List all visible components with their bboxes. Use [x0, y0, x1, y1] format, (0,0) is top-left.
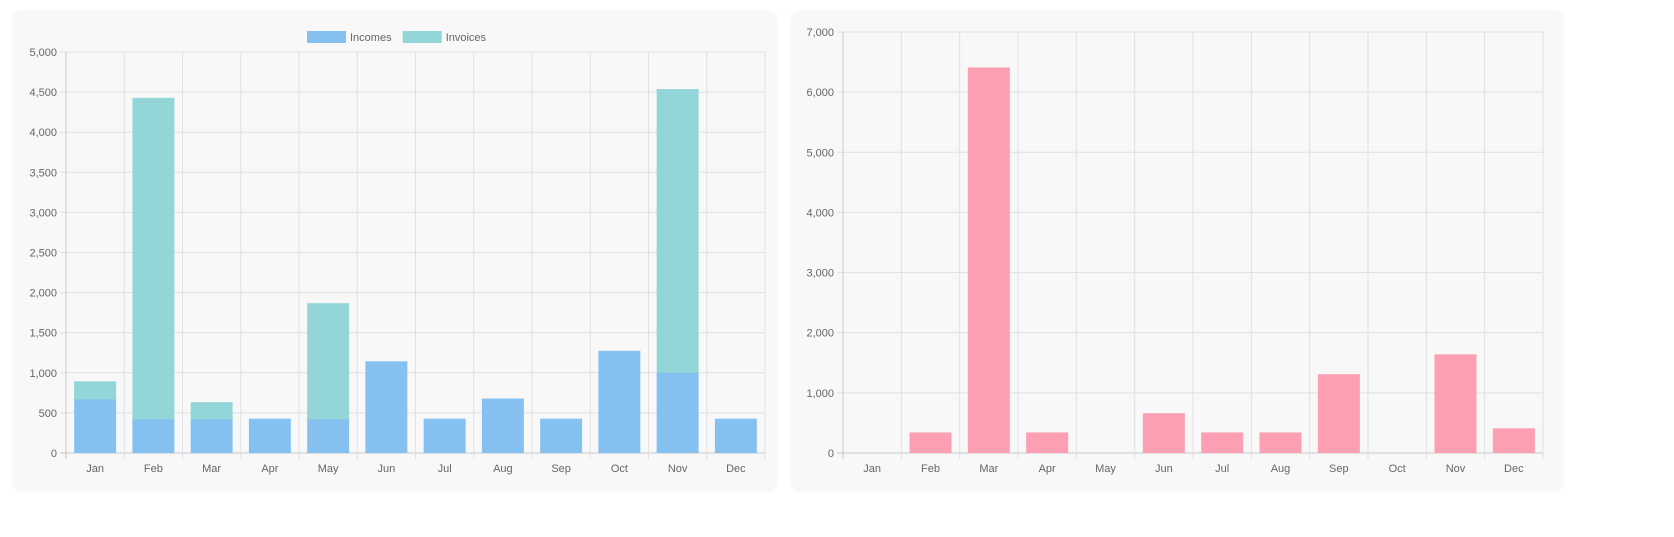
y-tick-label: 2,000: [806, 328, 834, 340]
x-tick-label: May: [318, 463, 339, 475]
bar-incomes: [656, 372, 699, 453]
y-tick-label: 5,000: [806, 147, 834, 159]
bar-value: [909, 433, 952, 453]
legend-swatch: [402, 31, 442, 43]
bar-invoices: [132, 98, 175, 420]
x-tick-label: Dec: [726, 463, 746, 475]
x-tick-label: Sep: [1329, 463, 1349, 475]
y-tick-label: 1,500: [29, 328, 57, 340]
bar-incomes: [598, 351, 641, 453]
x-tick-label: Apr: [1039, 463, 1056, 475]
legend-swatch: [307, 31, 346, 43]
y-tick-label: 500: [39, 408, 57, 420]
x-tick-label: Aug: [493, 463, 513, 475]
bar-incomes: [714, 419, 757, 453]
bar-incomes: [132, 419, 175, 453]
x-tick-label: Apr: [261, 463, 278, 475]
x-tick-label: Feb: [921, 463, 940, 475]
bar-value: [967, 68, 1010, 453]
x-tick-label: Jun: [1155, 463, 1173, 475]
x-tick-label: Mar: [202, 463, 221, 475]
y-tick-label: 7,000: [806, 27, 834, 39]
bar-incomes: [307, 419, 350, 453]
bar-value: [1259, 433, 1302, 453]
bar-incomes: [423, 419, 466, 453]
bar-invoices: [190, 402, 233, 420]
bar-invoices: [656, 89, 699, 373]
y-tick-label: 4,500: [29, 87, 57, 99]
y-tick-label: 2,000: [29, 288, 57, 300]
bar-value: [1142, 413, 1185, 453]
x-tick-label: Sep: [551, 463, 571, 475]
x-tick-label: May: [1095, 463, 1116, 475]
bar-incomes: [190, 419, 233, 453]
x-tick-label: Oct: [1389, 463, 1406, 475]
y-tick-label: 1,000: [806, 388, 834, 400]
bar-value: [1317, 374, 1360, 453]
x-tick-label: Dec: [1504, 463, 1524, 475]
x-tick-label: Jun: [378, 463, 396, 475]
bar-incomes: [74, 399, 117, 453]
bar-incomes: [481, 399, 524, 453]
x-tick-label: Feb: [144, 463, 163, 475]
bar-value: [1434, 354, 1477, 453]
y-tick-label: 2,500: [29, 248, 57, 260]
x-tick-label: Oct: [611, 463, 628, 475]
bar-incomes: [540, 419, 583, 453]
y-tick-label: 3,000: [29, 207, 57, 219]
y-tick-label: 0: [828, 448, 834, 460]
y-tick-label: 5,000: [29, 47, 57, 59]
y-tick-label: 3,000: [806, 268, 834, 280]
bar-value: [1492, 428, 1535, 453]
y-tick-label: 0: [51, 448, 57, 460]
x-tick-label: Jan: [863, 463, 881, 475]
x-tick-label: Jul: [1215, 463, 1229, 475]
bar-value: [1026, 433, 1069, 453]
x-tick-label: Nov: [668, 463, 688, 475]
x-tick-label: Aug: [1271, 463, 1291, 475]
bar-invoices: [74, 382, 117, 400]
y-tick-label: 6,000: [806, 87, 834, 99]
y-tick-label: 3,500: [29, 167, 57, 179]
bar-value: [1201, 433, 1244, 453]
x-tick-label: Jan: [86, 463, 104, 475]
legend-label: Invoices: [446, 32, 487, 44]
x-tick-label: Nov: [1446, 463, 1466, 475]
x-tick-label: Mar: [979, 463, 998, 475]
bar-invoices: [307, 303, 350, 420]
y-tick-label: 4,000: [29, 127, 57, 139]
y-tick-label: 1,000: [29, 368, 57, 380]
y-tick-label: 4,000: [806, 207, 834, 219]
bar-incomes: [248, 419, 291, 453]
x-tick-label: Jul: [438, 463, 452, 475]
bar-incomes: [365, 361, 408, 453]
legend-label: Incomes: [350, 32, 392, 44]
